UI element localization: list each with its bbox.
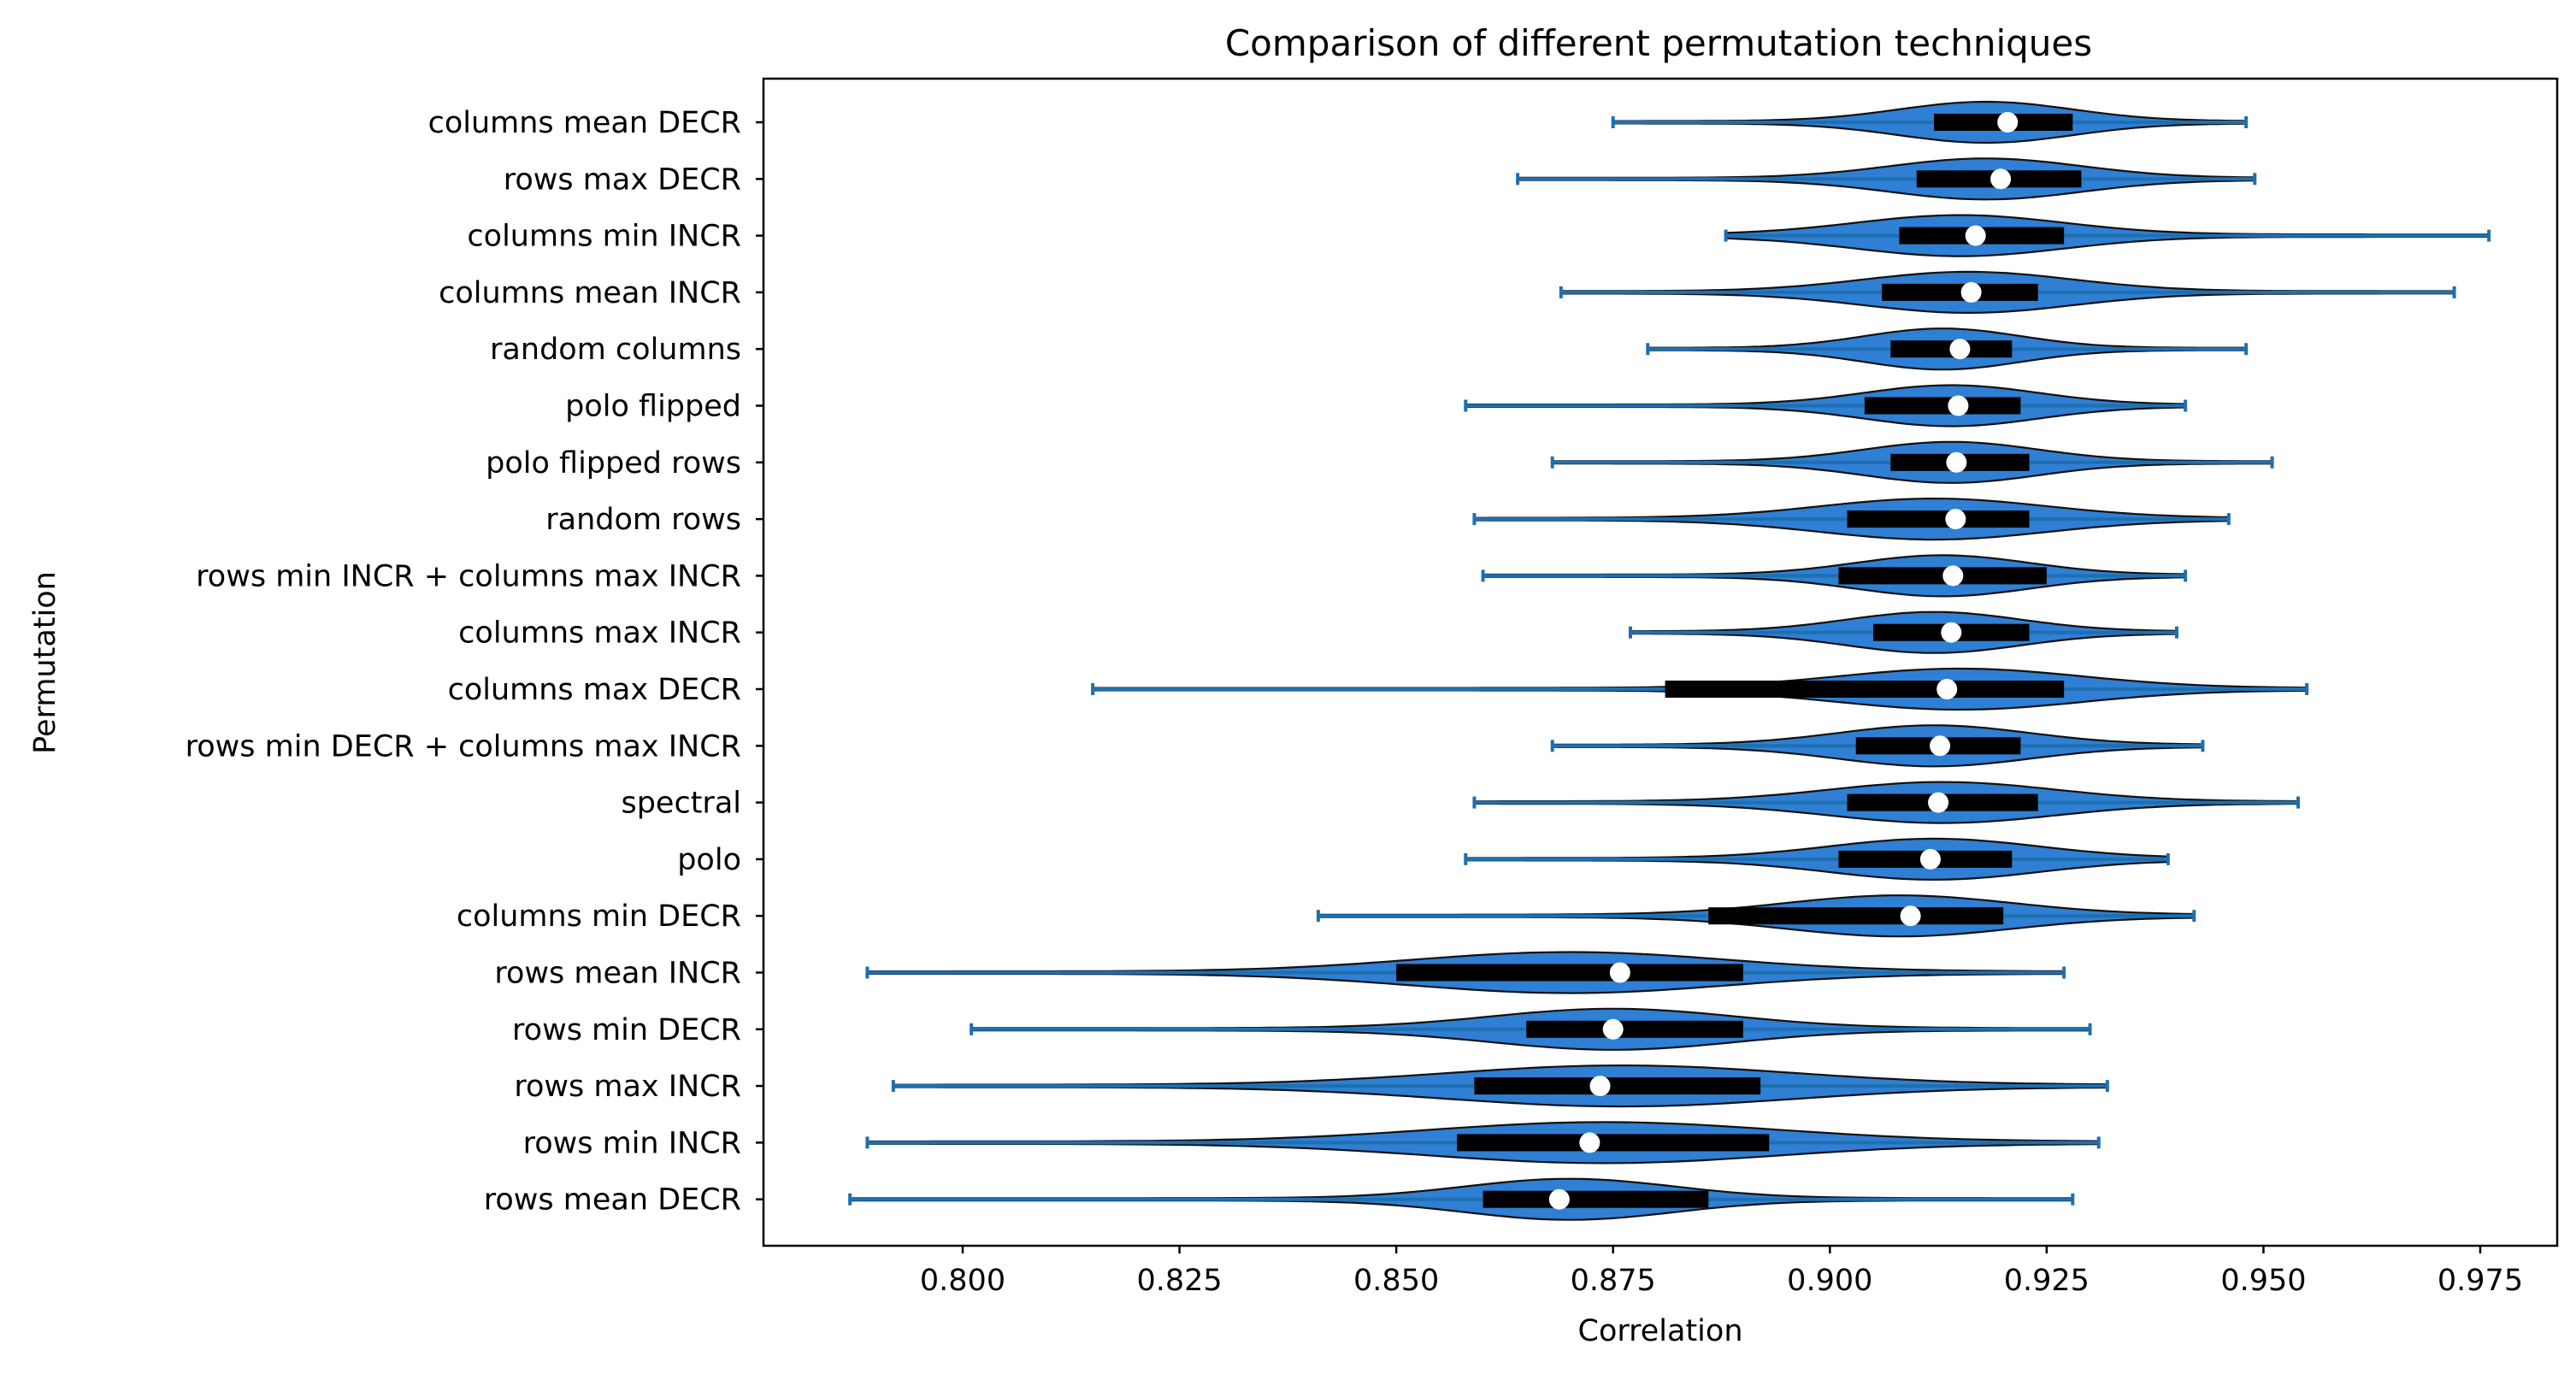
median-marker	[1997, 112, 2019, 133]
iqr-box	[1457, 1134, 1770, 1152]
median-marker	[1949, 339, 1971, 360]
violin-row	[891, 1064, 2109, 1108]
median-marker	[1945, 509, 1966, 530]
violin-row	[1611, 100, 2249, 144]
y-tick-label: polo	[677, 843, 741, 877]
y-tick-label: polo flipped	[565, 390, 741, 424]
x-tick-label: 0.975	[2437, 1264, 2523, 1298]
violin-layer	[848, 100, 2491, 1221]
x-tick-label: 0.950	[2220, 1264, 2306, 1298]
violin-row	[1464, 384, 2188, 428]
violin-row	[1629, 610, 2178, 654]
y-axis-label: Permutation	[28, 571, 62, 754]
violin-row	[1724, 214, 2491, 257]
iqr-box	[1483, 1190, 1709, 1208]
iqr-box	[1708, 907, 2004, 925]
violin-row	[1559, 270, 2456, 315]
y-tick-label: columns mean DECR	[428, 106, 741, 140]
y-tick-label: random rows	[545, 503, 741, 537]
y-tick-label: columns min INCR	[467, 220, 741, 254]
median-marker	[1602, 1018, 1624, 1040]
y-tick-label: rows mean DECR	[484, 1183, 741, 1218]
y-tick-label: columns mean INCR	[439, 276, 741, 310]
iqr-box	[1396, 964, 1743, 982]
iqr-box	[1882, 283, 2038, 301]
violin-row	[1646, 327, 2249, 371]
median-marker	[1548, 1188, 1570, 1210]
plot-frame	[762, 77, 2559, 1247]
median-marker	[1965, 225, 1986, 246]
median-marker	[1609, 962, 1630, 983]
violin-row	[848, 1177, 2075, 1221]
violin-row	[1316, 894, 2196, 938]
iqr-box	[1474, 1077, 1761, 1095]
median-marker	[1930, 735, 1951, 757]
x-axis: 0.800 0.825 0.850 0.875 0.900 0.925 0.950 0.975	[920, 1246, 2523, 1298]
iqr-box	[1526, 1020, 1743, 1038]
iqr-box	[1864, 397, 2021, 415]
y-tick-label: polo flipped rows	[486, 446, 741, 481]
x-tick-label: 0.900	[1787, 1264, 1872, 1298]
y-tick-label: rows max INCR	[514, 1070, 741, 1104]
y-tick-label: columns max INCR	[458, 616, 741, 651]
median-marker	[1948, 395, 1969, 416]
median-marker	[1941, 622, 1962, 643]
median-marker	[1589, 1076, 1611, 1097]
x-tick-label: 0.825	[1136, 1264, 1222, 1298]
median-marker	[1960, 281, 1982, 303]
violin-row	[1550, 440, 2274, 484]
median-marker	[1579, 1132, 1600, 1153]
median-marker	[1942, 565, 1964, 587]
median-marker	[1919, 848, 1941, 870]
violin-row	[970, 1007, 2092, 1051]
x-tick-label: 0.925	[2004, 1264, 2090, 1298]
violin-row	[1550, 724, 2205, 768]
y-tick-label: random columns	[490, 333, 741, 367]
median-marker	[1936, 679, 1958, 699]
violin-row	[1091, 667, 2309, 711]
median-marker	[1928, 792, 1949, 813]
iqr-box	[1847, 510, 2030, 528]
median-marker	[1946, 451, 1967, 473]
x-tick-label: 0.875	[1571, 1264, 1656, 1298]
y-tick-label: rows min INCR + columns max INCR	[196, 559, 741, 593]
x-tick-label: 0.800	[920, 1264, 1005, 1298]
violin-row	[1464, 837, 2170, 882]
violin-row	[1472, 498, 2231, 541]
violin-row	[1472, 781, 2300, 824]
iqr-box	[1838, 567, 2047, 585]
violin-row	[865, 1121, 2101, 1165]
iqr-box	[1665, 681, 2065, 698]
median-marker	[1900, 905, 1921, 927]
violin-row	[1481, 554, 2188, 598]
violin-row	[865, 951, 2066, 994]
y-tick-label: columns min DECR	[457, 899, 741, 934]
chart-title: Comparison of different permutation tech…	[1225, 22, 2092, 64]
median-marker	[1990, 168, 2012, 190]
y-tick-label: columns max DECR	[448, 673, 741, 707]
y-tick-label: rows mean INCR	[494, 957, 741, 991]
y-axis: columns mean DECR rows max DECR columns mi…	[186, 106, 763, 1218]
x-tick-label: 0.850	[1353, 1264, 1439, 1298]
x-axis-label: Correlation	[1578, 1314, 1743, 1348]
y-tick-label: rows min INCR	[523, 1126, 741, 1160]
violin-row	[1516, 157, 2257, 201]
y-tick-label: spectral	[621, 787, 741, 821]
y-tick-label: rows min DECR	[512, 1013, 741, 1047]
y-tick-label: rows min DECR + columns max INCR	[186, 729, 741, 764]
y-tick-label: rows max DECR	[504, 162, 741, 197]
